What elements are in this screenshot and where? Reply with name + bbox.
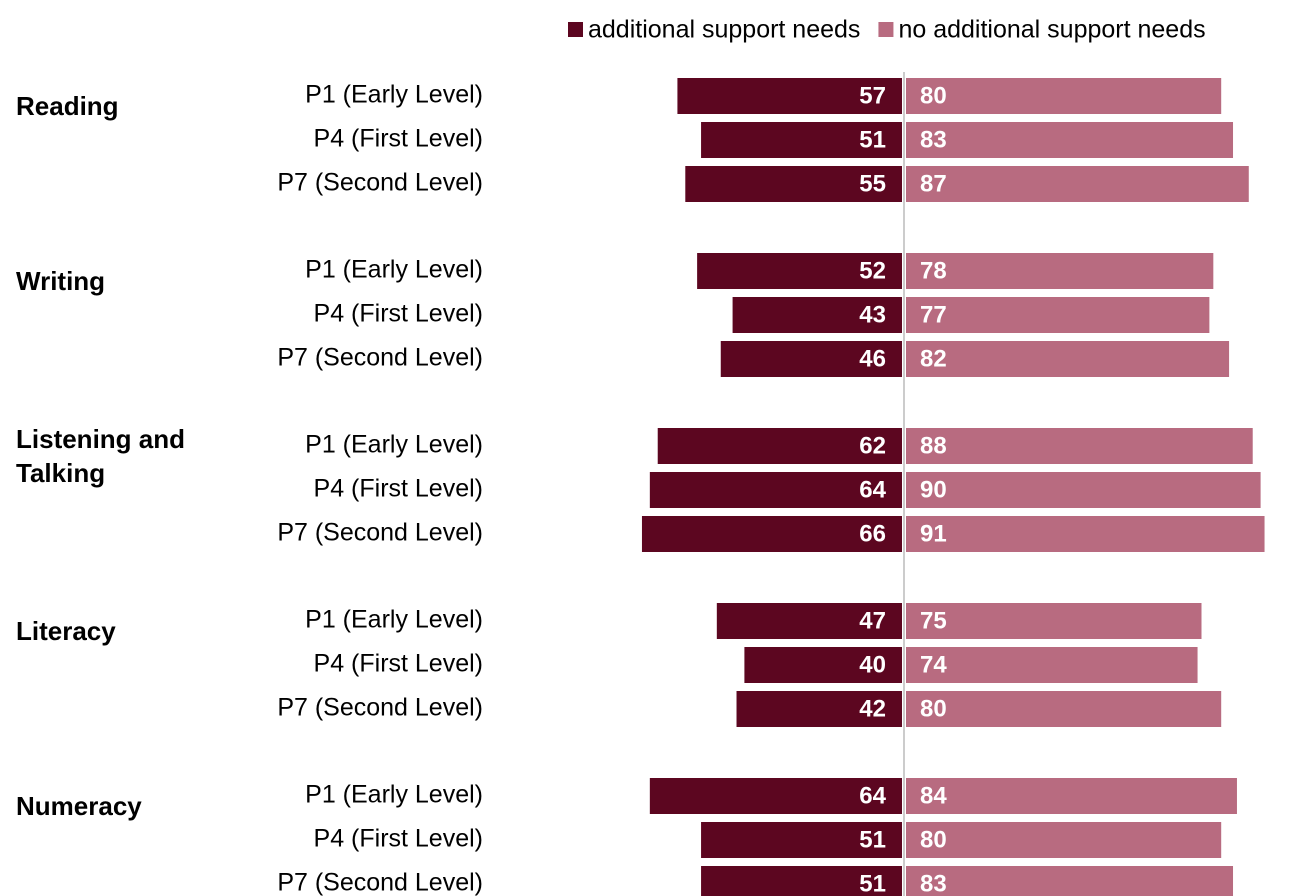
value-label: 84 [920,782,947,809]
bar [906,603,1202,639]
group-label: Reading [16,91,119,121]
bar [744,647,902,683]
bar [701,122,902,158]
category-label: P4 (First Level) [314,475,483,503]
value-label: 46 [859,345,886,372]
value-label: 87 [920,170,947,197]
value-label: 57 [859,82,886,109]
legend-swatch [568,22,583,37]
category-label: P1 (Early Level) [305,256,483,284]
category-label: P4 (First Level) [314,650,483,678]
group-label: Listening and Talking [16,424,185,488]
value-label: 62 [859,432,886,459]
bar [906,472,1261,508]
group-label: Numeracy [16,791,142,821]
category-label: P7 (Second Level) [277,694,483,722]
category-label: P1 (Early Level) [305,81,483,109]
legend-label: additional support needs [588,16,860,44]
bar [906,297,1210,333]
bar [641,516,902,552]
bar [906,691,1222,727]
value-label: 80 [920,82,947,109]
bar [906,647,1198,683]
value-label: 77 [920,301,947,328]
category-label: P1 (Early Level) [305,431,483,459]
value-label: 47 [859,607,886,634]
value-label: 88 [920,432,947,459]
bar [716,603,902,639]
value-label: 83 [920,870,947,896]
value-label: 40 [859,651,886,678]
legend-swatch [878,22,894,37]
group-label: Writing [16,266,106,296]
category-label: P7 (Second Level) [277,169,483,197]
value-label: 66 [859,520,886,547]
legend-label: no additional support needs [898,16,1205,44]
bar [906,822,1222,858]
bar [720,341,902,377]
bar [906,341,1230,377]
bar [906,428,1253,464]
bar [701,822,902,858]
bar [649,472,902,508]
value-label: 74 [920,651,947,678]
category-label: P7 (Second Level) [277,519,483,547]
value-label: 43 [859,301,886,328]
bar [677,78,902,114]
category-label: P4 (First Level) [314,125,483,153]
bar [649,778,902,814]
value-label: 51 [859,870,886,896]
value-label: 52 [859,257,886,284]
category-label: P1 (Early Level) [305,781,483,809]
value-label: 90 [920,476,947,503]
value-label: 64 [859,476,886,503]
value-label: 91 [920,520,947,547]
value-label: 78 [920,257,947,284]
bar [685,166,902,202]
category-label: P4 (First Level) [314,825,483,853]
value-label: 51 [859,826,886,853]
category-label: P1 (Early Level) [305,606,483,634]
group-label: Literacy [16,616,116,646]
bar [657,428,902,464]
bar [906,516,1265,552]
bar [906,866,1234,896]
bar [732,297,902,333]
value-label: 83 [920,126,947,153]
value-label: 80 [920,695,947,722]
value-label: 64 [859,782,886,809]
bar [906,122,1234,158]
value-label: 55 [859,170,886,197]
bar [906,778,1237,814]
category-label: P7 (Second Level) [277,869,483,896]
category-label: P7 (Second Level) [277,344,483,372]
value-label: 82 [920,345,947,372]
bar [736,691,902,727]
value-label: 80 [920,826,947,853]
bar [906,78,1222,114]
category-label: P4 (First Level) [314,300,483,328]
bar [906,253,1214,289]
value-label: 51 [859,126,886,153]
bar [697,253,902,289]
bar [906,166,1249,202]
bar [701,866,902,896]
value-label: 42 [859,695,886,722]
value-label: 75 [920,607,947,634]
